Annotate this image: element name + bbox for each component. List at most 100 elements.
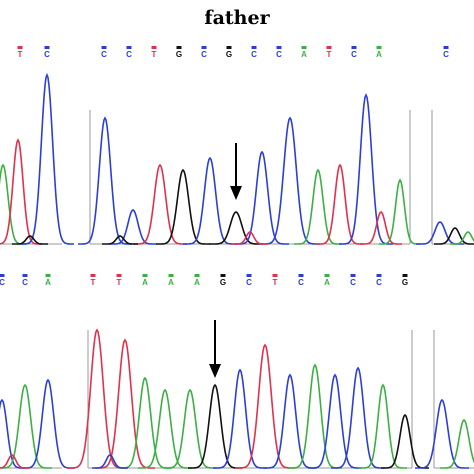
title: father: [204, 7, 270, 29]
peak: [133, 163, 187, 245]
base-label: C: [276, 50, 282, 59]
base-label: A: [194, 278, 200, 287]
peak: [183, 156, 237, 245]
base-label: C: [351, 50, 357, 59]
base-marker: [272, 274, 278, 277]
base-label: T: [327, 50, 332, 59]
base-marker: [101, 46, 107, 49]
base-marker: [376, 274, 382, 277]
base-label: C: [350, 278, 356, 287]
panel-edge: [87, 330, 435, 468]
base-label: C: [246, 278, 252, 287]
base-marker: [201, 46, 207, 49]
base-marker: [351, 46, 357, 49]
base-marker: [376, 46, 382, 49]
base-marker: [402, 274, 408, 277]
peak: [92, 454, 128, 469]
base-label: C: [22, 278, 28, 287]
base-marker: [301, 46, 307, 49]
base-label: C: [298, 278, 304, 287]
base-marker: [17, 46, 23, 49]
base-marker: [126, 46, 132, 49]
base-marker: [194, 274, 200, 277]
base-label: T: [152, 50, 157, 59]
peak: [109, 209, 157, 245]
traces: [0, 72, 474, 469]
base-marker: [0, 274, 5, 277]
base-marker: [45, 274, 51, 277]
base-marker: [226, 46, 232, 49]
peak: [0, 383, 52, 469]
peak: [260, 116, 320, 245]
base-marker: [251, 46, 257, 49]
peak: [331, 366, 385, 469]
peak: [102, 235, 138, 245]
peak: [0, 138, 42, 245]
peak: [235, 343, 295, 469]
base-label: G: [220, 278, 226, 287]
base-label: C: [44, 50, 50, 59]
peak: [316, 163, 364, 245]
peak: [434, 227, 474, 245]
base-label: T: [117, 278, 122, 287]
peak: [450, 231, 474, 245]
base-label: C: [443, 50, 449, 59]
peak: [67, 328, 127, 469]
base-marker: [324, 274, 330, 277]
base-label: C: [251, 50, 257, 59]
base-label: G: [176, 50, 182, 59]
base-label: T: [18, 50, 23, 59]
peak: [416, 221, 464, 245]
arrow-head: [209, 364, 221, 378]
peak: [188, 383, 242, 469]
base-label: A: [376, 50, 382, 59]
peak: [156, 168, 210, 245]
base-marker: [44, 46, 50, 49]
base-marker: [90, 274, 96, 277]
base-marker: [350, 274, 356, 277]
peak: [308, 373, 362, 469]
base-label: C: [201, 50, 207, 59]
peak: [0, 398, 26, 469]
base-label: C: [101, 50, 107, 59]
base-marker: [326, 46, 332, 49]
base-label: C: [0, 278, 5, 287]
base-marker: [168, 274, 174, 277]
base-label: T: [91, 278, 96, 287]
peak: [379, 178, 421, 245]
base-label: A: [142, 278, 148, 287]
arrow-head: [230, 186, 242, 200]
peak: [294, 168, 342, 245]
peak: [78, 116, 132, 245]
base-marker: [443, 46, 449, 49]
base-marker: [246, 274, 252, 277]
peak: [20, 72, 74, 245]
peak: [415, 398, 469, 469]
base-marker: [142, 274, 148, 277]
base-label: A: [324, 278, 330, 287]
base-label: G: [402, 278, 408, 287]
peak: [359, 383, 407, 469]
peak: [163, 388, 217, 469]
base-marker: [276, 46, 282, 49]
base-marker: [298, 274, 304, 277]
base-marker: [116, 274, 122, 277]
peak: [232, 231, 268, 245]
base-marker: [176, 46, 182, 49]
peak: [0, 454, 30, 469]
peak: [360, 210, 402, 245]
base-label: A: [168, 278, 174, 287]
base-label: C: [126, 50, 132, 59]
peak: [213, 368, 267, 469]
peak: [21, 378, 75, 469]
peak: [235, 150, 289, 245]
base-label: T: [273, 278, 278, 287]
base-label: C: [376, 278, 382, 287]
base-marker: [220, 274, 226, 277]
base-marker: [151, 46, 157, 49]
peak: [12, 235, 48, 245]
peak: [138, 388, 192, 469]
base-label: A: [45, 278, 51, 287]
base-label: G: [226, 50, 232, 59]
